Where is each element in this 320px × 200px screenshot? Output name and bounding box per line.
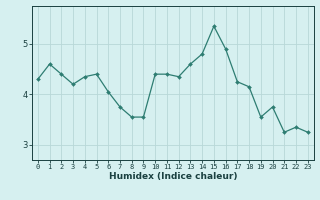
- X-axis label: Humidex (Indice chaleur): Humidex (Indice chaleur): [108, 172, 237, 181]
